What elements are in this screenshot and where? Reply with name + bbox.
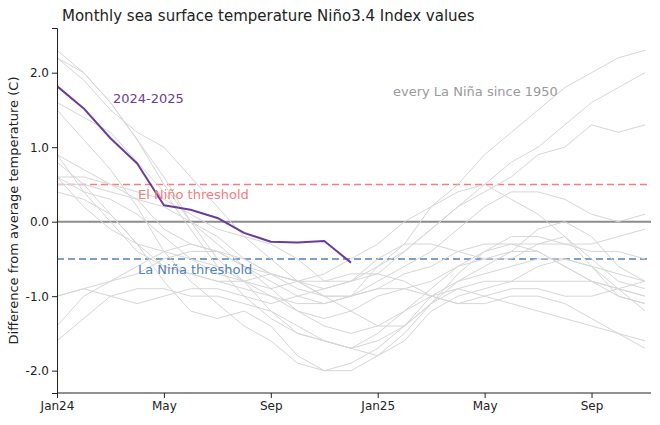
y-tick: 1.0 [30, 141, 57, 155]
history-line [57, 184, 645, 318]
series-line [57, 86, 351, 263]
x-tick-mark [485, 393, 486, 398]
y-tick: 2.0 [30, 66, 57, 80]
history-line [57, 110, 645, 371]
y-tick-label: 0.0 [30, 215, 49, 229]
y-tick: -1.0 [26, 290, 57, 304]
annotation: every La Niña since 1950 [393, 84, 558, 99]
x-tick: Sep [260, 393, 283, 413]
x-tick-mark [378, 393, 379, 398]
x-tick: Jan24 [40, 393, 75, 413]
x-tick-label: May [473, 399, 498, 413]
y-tick: -2.0 [26, 364, 57, 378]
x-tick: Sep [581, 393, 604, 413]
history-line [57, 192, 645, 326]
reference-label: El Niño threshold [138, 187, 249, 202]
y-tick: 0.0 [30, 215, 57, 229]
x-tick: May [152, 393, 177, 413]
y-tick-label: -2.0 [26, 364, 49, 378]
series-label: 2024-2025 [113, 91, 184, 106]
history-line [57, 177, 645, 326]
history-line [57, 58, 645, 304]
chart: Jan24 May Sep Jan25 May Sep -2.0 -1.0 0.0 1.0 2.0 M… [0, 0, 660, 425]
x-tick-label: May [152, 399, 177, 413]
reference-label: La Niña threshold [138, 262, 252, 277]
history-line [57, 50, 645, 303]
x-tick: Jan25 [360, 393, 395, 413]
y-axis: -2.0 -1.0 0.0 1.0 2.0 [26, 29, 58, 394]
history-line [57, 58, 645, 289]
y-axis-line [52, 29, 58, 394]
y-tick-label: -1.0 [26, 290, 49, 304]
history-line [57, 162, 645, 371]
x-tick-mark [592, 393, 593, 398]
reference-line [57, 184, 651, 186]
marks [57, 50, 651, 370]
x-tick-mark [164, 393, 165, 398]
y-axis-title: Difference from average temperature (C) [6, 77, 21, 345]
y-tick-mark [52, 222, 57, 223]
y-tick-label: 2.0 [30, 66, 49, 80]
history-line [57, 73, 645, 304]
x-tick-label: Sep [581, 399, 604, 413]
plot-area: Jan24 May Sep Jan25 May Sep -2.0 -1.0 0.0 1.0 2.0 [26, 29, 651, 413]
x-axis: Jan24 May Sep Jan25 May Sep [40, 393, 651, 413]
y-tick-mark [52, 147, 57, 148]
history-line [57, 192, 645, 348]
x-tick-label: Jan24 [40, 399, 75, 413]
x-tick: May [473, 393, 498, 413]
history-line [57, 259, 645, 348]
x-tick-label: Jan25 [360, 399, 395, 413]
history-line [57, 102, 645, 348]
x-tick-label: Sep [260, 399, 283, 413]
history-line [57, 50, 645, 341]
history-line [57, 177, 645, 356]
x-axis-line [57, 393, 651, 394]
y-tick-mark [52, 371, 57, 372]
y-tick-label: 1.0 [30, 141, 49, 155]
x-tick-mark [271, 393, 272, 398]
title: Monthly sea surface temperature Niño3.4 … [62, 7, 475, 25]
y-tick-mark [52, 73, 57, 74]
y-tick-mark [52, 296, 57, 297]
history-line [57, 125, 645, 281]
